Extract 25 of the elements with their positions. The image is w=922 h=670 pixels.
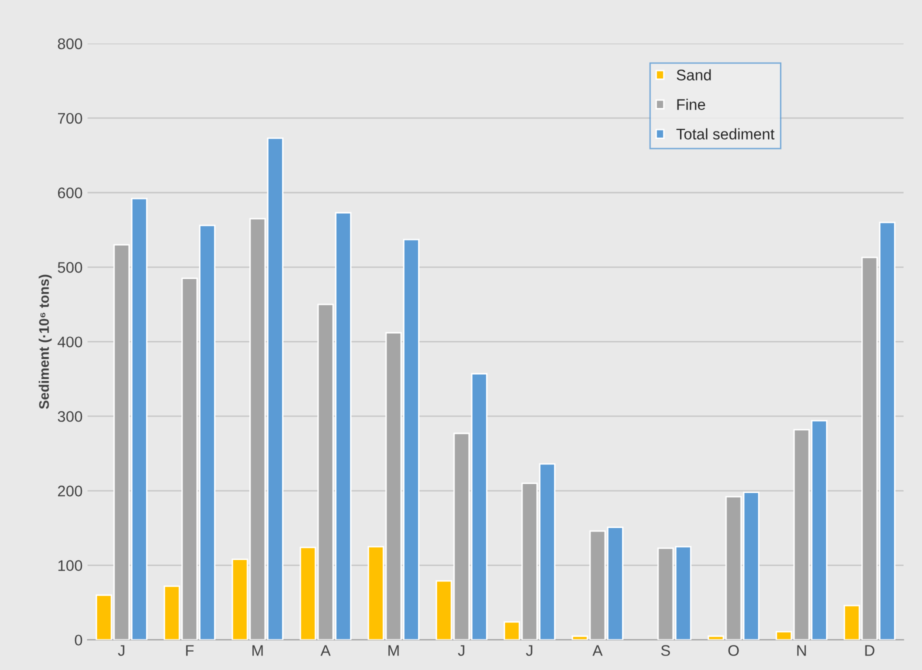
y-tick-label: 400 [58, 336, 82, 348]
x-tick-label: O [728, 645, 739, 656]
y-tick-label: 100 [58, 560, 82, 571]
legend-label: Sand [676, 69, 711, 80]
x-tick-label: A [592, 645, 603, 656]
x-tick-label: M [252, 645, 263, 656]
x-tick-label: J [526, 645, 532, 656]
y-tick-label: 800 [58, 38, 82, 50]
x-tick-label: J [458, 645, 464, 656]
legend-label: Total sediment [676, 128, 774, 140]
legend-label: Fine [677, 98, 706, 110]
y-tick-label: 700 [58, 112, 82, 124]
y-axis-title: Sediment (·10⁶ tons) [38, 274, 52, 409]
x-tick-label: S [661, 645, 670, 656]
y-tick-label: 600 [58, 187, 82, 198]
x-tick-label: J [118, 645, 124, 656]
y-tick-label: 500 [58, 262, 82, 273]
y-tick-label: 0 [74, 634, 82, 646]
y-tick-label: 300 [58, 411, 82, 422]
x-tick-label: M [388, 645, 399, 656]
x-tick-label: N [797, 645, 806, 656]
x-tick-label: F [186, 645, 194, 656]
y-tick-label: 200 [58, 486, 82, 496]
x-tick-label: A [320, 645, 331, 656]
x-tick-label: D [865, 645, 874, 656]
